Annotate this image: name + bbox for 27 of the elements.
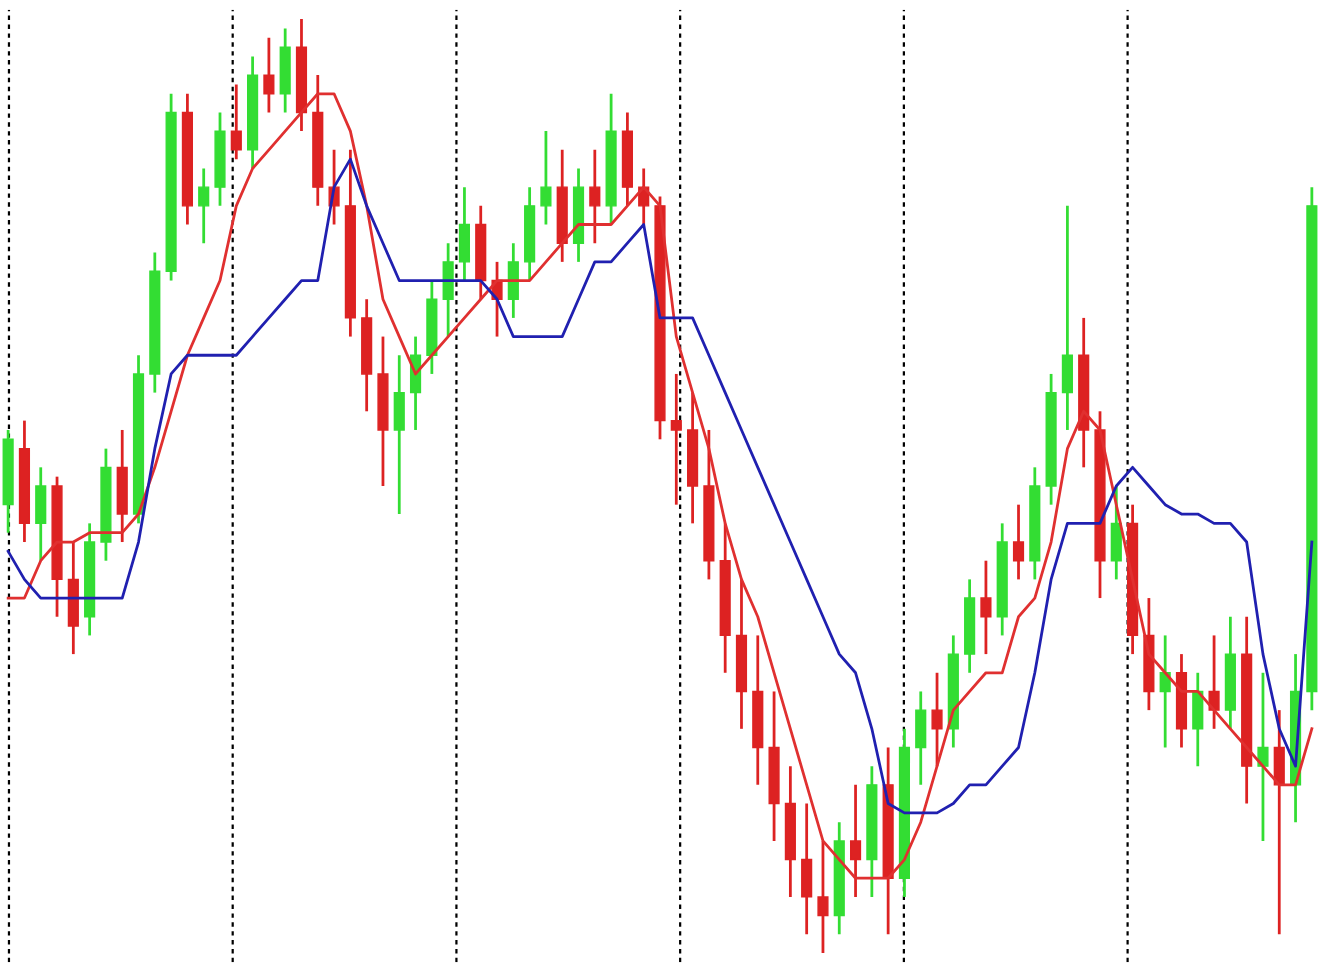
candlestick [540, 129, 552, 226]
candlestick [279, 27, 291, 114]
candlestick [915, 690, 927, 787]
candlestick [67, 540, 79, 656]
candlestick [980, 559, 992, 656]
candlestick [442, 241, 454, 338]
candlestick [1192, 671, 1204, 768]
candlestick [1257, 671, 1269, 843]
candlestick [1110, 484, 1122, 581]
candlestick [393, 353, 405, 516]
candlestick [116, 428, 128, 544]
candlestick [507, 241, 519, 320]
candlestick [230, 83, 242, 161]
candlestick [198, 167, 210, 245]
candlestick [1273, 708, 1285, 936]
candlestick [589, 148, 601, 245]
candlestick [817, 839, 829, 955]
candlestick [458, 185, 471, 282]
candlestick [1061, 204, 1073, 432]
candlestick [931, 671, 943, 768]
candlestick [1208, 634, 1220, 731]
candlestick [801, 802, 813, 936]
candlestick [263, 36, 275, 114]
candlestick [35, 465, 47, 563]
candlestick [1012, 503, 1025, 581]
candlestick [849, 783, 862, 899]
candlestick [670, 372, 682, 507]
